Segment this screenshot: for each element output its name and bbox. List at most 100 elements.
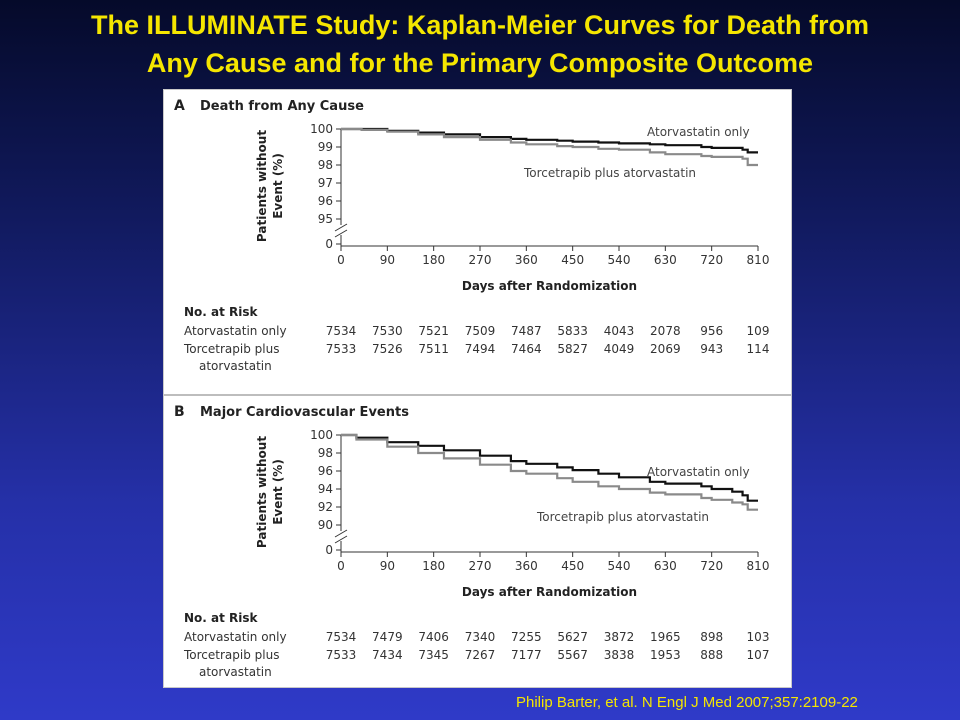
figure-panel: A Death from Any Cause 100 99 98 97 96 95 0 Patie… — [163, 89, 792, 688]
risk-cell: 3838 — [604, 648, 635, 662]
axis-break-mark — [334, 535, 348, 544]
x-axis-label: Days after Randomization — [462, 585, 637, 599]
slide-title-line-2: Any Cause and for the Primary Composite … — [146, 48, 814, 78]
risk-cell: 2069 — [650, 342, 681, 356]
x-tick-label: 270 — [469, 253, 492, 267]
x-tick-label: 270 — [469, 559, 492, 573]
citation: Philip Barter, et al. N Engl J Med 2007;… — [516, 694, 858, 711]
y-tick-label: 97 — [318, 176, 333, 190]
risk-table-header: No. at Risk — [184, 611, 259, 625]
axis-break-mark — [334, 223, 348, 232]
risk-cell: 7494 — [465, 342, 496, 356]
x-axis-label: Days after Randomization — [462, 279, 637, 293]
risk-cell: 7533 — [326, 342, 357, 356]
risk-row-label: Torcetrapib plus — [183, 342, 279, 356]
y-tick-label: 100 — [310, 428, 333, 442]
risk-cell: 1965 — [650, 630, 681, 644]
x-tick-label: 0 — [337, 559, 345, 573]
y-axis-label-line2: Event (%) — [271, 153, 285, 219]
risk-cell: 943 — [700, 342, 723, 356]
slide-title: The ILLUMINATE Study: Kaplan-Meier Curve… — [0, 6, 960, 82]
risk-cell: 7509 — [465, 324, 496, 338]
risk-cell: 3872 — [604, 630, 635, 644]
panel-a: A Death from Any Cause 100 99 98 97 96 95 0 Patie… — [174, 98, 769, 373]
risk-row-label-cont: atorvastatin — [199, 359, 272, 373]
risk-cell: 7177 — [511, 648, 542, 662]
x-tick-label: 90 — [380, 559, 395, 573]
risk-cell: 7267 — [465, 648, 496, 662]
panel-letter: A — [174, 98, 185, 114]
y-tick-label: 95 — [318, 212, 333, 226]
x-tick-label: 720 — [700, 559, 723, 573]
risk-cell: 7434 — [372, 648, 403, 662]
x-tick-label: 720 — [700, 253, 723, 267]
x-tick-label: 810 — [747, 559, 770, 573]
x-tick-label: 180 — [422, 559, 445, 573]
slide-title-line-1: The ILLUMINATE Study: Kaplan-Meier Curve… — [90, 10, 870, 40]
risk-cell: 5567 — [557, 648, 588, 662]
series-label-torcetrapib-plus-atorvastatin: Torcetrapib plus atorvastatin — [536, 510, 709, 524]
y-tick-label: 92 — [318, 500, 333, 514]
risk-cell: 7406 — [418, 630, 449, 644]
y-tick-label: 96 — [318, 194, 333, 208]
risk-cell: 7530 — [372, 324, 403, 338]
risk-cell: 5627 — [557, 630, 588, 644]
x-tick-label: 630 — [654, 559, 677, 573]
risk-cell: 5833 — [557, 324, 588, 338]
y-axis-label-line1: Patients without — [255, 130, 269, 242]
x-tick-label: 0 — [337, 253, 345, 267]
x-tick-label: 450 — [561, 559, 584, 573]
series-line-torcetrapib-plus-atorvastatin — [341, 433, 758, 511]
risk-cell: 7511 — [418, 342, 449, 356]
series-line-torcetrapib-plus-atorvastatin — [341, 127, 758, 167]
y-tick-label-zero: 0 — [325, 237, 333, 251]
risk-cell: 107 — [747, 648, 770, 662]
kaplan-meier-figure: A Death from Any Cause 100 99 98 97 96 95 0 Patie… — [164, 98, 791, 679]
series-label-atorvastatin-only: Atorvastatin only — [647, 465, 750, 479]
axis-break-mark — [334, 529, 348, 538]
x-tick-label: 180 — [422, 253, 445, 267]
risk-cell: 7521 — [418, 324, 449, 338]
panel-title: Death from Any Cause — [200, 99, 364, 114]
y-tick-label: 98 — [318, 446, 333, 460]
y-tick-label: 100 — [310, 122, 333, 136]
risk-cell: 114 — [747, 342, 770, 356]
x-tick-label: 810 — [747, 253, 770, 267]
x-tick-label: 630 — [654, 253, 677, 267]
risk-cell: 2078 — [650, 324, 681, 338]
risk-row-label: Torcetrapib plus — [183, 648, 279, 662]
risk-cell: 7340 — [465, 630, 496, 644]
risk-cell: 7464 — [511, 342, 542, 356]
panel-title: Major Cardiovascular Events — [200, 405, 409, 420]
y-tick-label: 98 — [318, 158, 333, 172]
y-axis-label-line1: Patients without — [255, 436, 269, 548]
y-axis-label-line2: Event (%) — [271, 459, 285, 525]
risk-cell: 7526 — [372, 342, 403, 356]
x-tick-label: 540 — [608, 559, 631, 573]
x-tick-label: 360 — [515, 253, 538, 267]
risk-cell: 7479 — [372, 630, 403, 644]
risk-cell: 103 — [747, 630, 770, 644]
series-line-atorvastatin-only — [341, 433, 758, 502]
panel-b: B Major Cardiovascular Events 100 98 96 94 92 9… — [174, 404, 769, 679]
series-label-torcetrapib-plus-atorvastatin: Torcetrapib plus atorvastatin — [523, 166, 696, 180]
y-tick-label: 96 — [318, 464, 333, 478]
risk-cell: 888 — [700, 648, 723, 662]
risk-cell: 5827 — [557, 342, 588, 356]
risk-cell: 7533 — [326, 648, 357, 662]
y-tick-label: 99 — [318, 140, 333, 154]
risk-row-label-cont: atorvastatin — [199, 665, 272, 679]
x-tick-label: 360 — [515, 559, 538, 573]
x-tick-label: 90 — [380, 253, 395, 267]
risk-row-label: Atorvastatin only — [184, 324, 287, 338]
y-tick-label: 90 — [318, 518, 333, 532]
risk-cell: 898 — [700, 630, 723, 644]
risk-cell: 7255 — [511, 630, 542, 644]
risk-row-label: Atorvastatin only — [184, 630, 287, 644]
y-tick-label: 94 — [318, 482, 333, 496]
risk-cell: 7487 — [511, 324, 542, 338]
series-label-atorvastatin-only: Atorvastatin only — [647, 125, 750, 139]
risk-cell: 7534 — [326, 630, 357, 644]
y-tick-label-zero: 0 — [325, 543, 333, 557]
axis-break-mark — [334, 229, 348, 238]
